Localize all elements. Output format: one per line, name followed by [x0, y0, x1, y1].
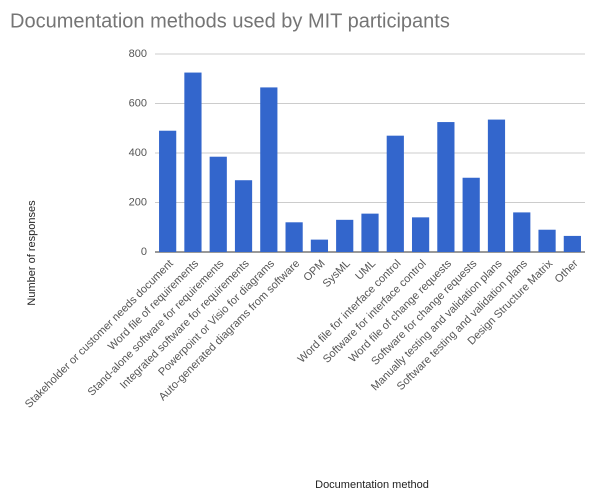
bar [487, 119, 506, 253]
x-axis-title: Documentation method [315, 479, 429, 491]
bar [285, 222, 303, 252]
x-tick-label: SysML [321, 258, 353, 290]
y-tick-label: 800 [129, 48, 147, 60]
chart-title: Documentation methods used by MIT partic… [10, 10, 450, 32]
bar [538, 229, 556, 252]
y-tick-label: 0 [141, 246, 147, 258]
bar [260, 87, 278, 252]
bar [513, 212, 531, 252]
bar [386, 135, 404, 252]
y-axis-title: Number of responses [26, 200, 38, 306]
y-tick-label: 200 [129, 196, 147, 208]
bar [310, 239, 329, 252]
bar [336, 219, 354, 252]
bar [209, 156, 227, 252]
bar [234, 180, 253, 252]
x-tick-label: Other [553, 257, 581, 285]
bar [437, 122, 455, 252]
bar [462, 177, 480, 252]
bar [159, 130, 177, 252]
bar [411, 217, 430, 252]
bar [361, 213, 379, 252]
bar [184, 72, 202, 252]
y-tick-label: 600 [129, 97, 147, 109]
y-tick-label: 400 [129, 147, 147, 159]
bar [563, 235, 581, 252]
